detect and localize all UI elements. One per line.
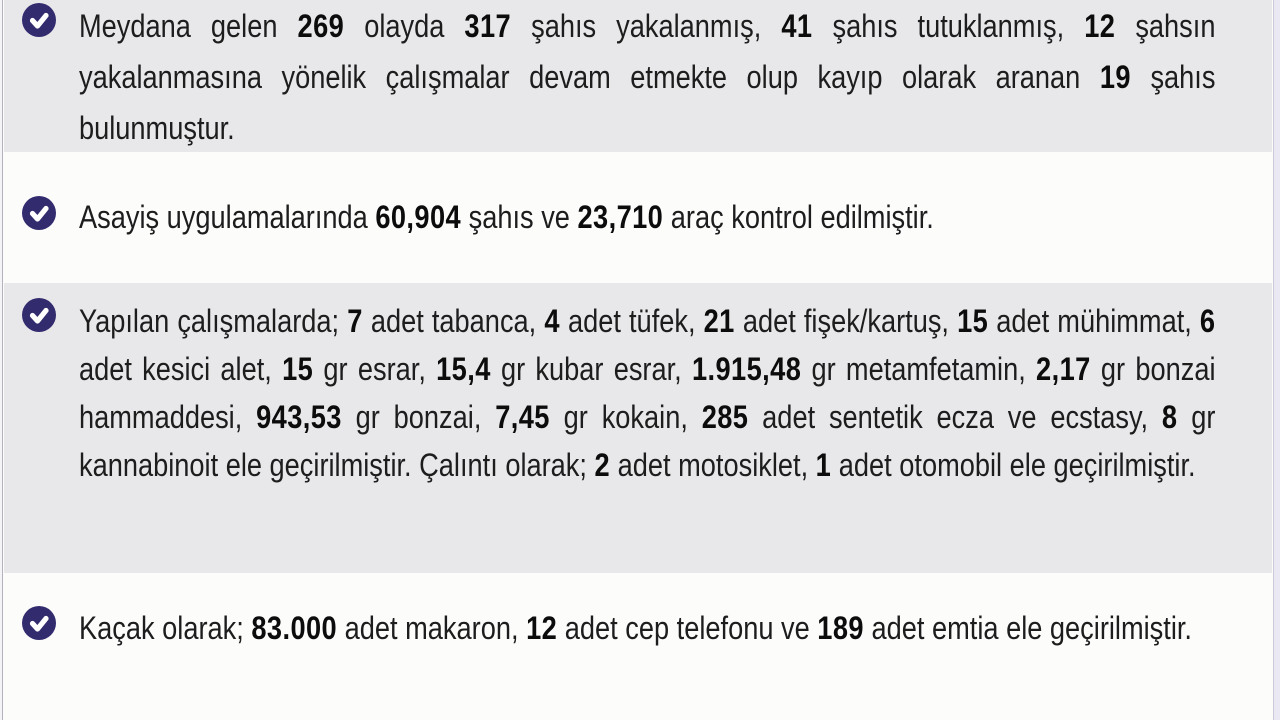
stat-text-incidents: Meydana gelen 269 olayda 317 şahıs yakal… <box>79 8 1216 146</box>
stat-text-checks: Asayiş uygulamalarında 60,904 şahıs ve 2… <box>79 199 934 235</box>
stat-text-contraband: Kaçak olarak; 83.000 adet makaron, 12 ad… <box>79 610 1192 646</box>
left-page-border <box>0 0 3 720</box>
stat-row-contraband: Kaçak olarak; 83.000 adet makaron, 12 ad… <box>4 573 1272 720</box>
stat-row-incidents: Meydana gelen 269 olayda 317 şahıs yakal… <box>4 0 1272 152</box>
check-circle-icon <box>22 196 56 230</box>
right-page-border <box>1273 0 1280 720</box>
stat-row-seizures: Yapılan çalışmalarda; 7 adet tabanca, 4 … <box>4 283 1272 573</box>
check-circle-icon <box>22 3 56 37</box>
stat-text-seizures: Yapılan çalışmalarda; 7 adet tabanca, 4 … <box>79 303 1216 483</box>
stat-row-checks: Asayiş uygulamalarında 60,904 şahıs ve 2… <box>4 152 1272 283</box>
check-circle-icon <box>22 606 56 640</box>
check-circle-icon <box>22 298 56 332</box>
